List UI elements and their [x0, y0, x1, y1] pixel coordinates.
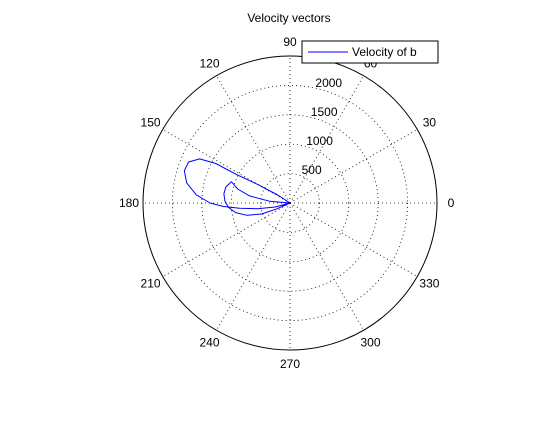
grid-spoke-4 [216, 75, 291, 204]
polar-frame [142, 55, 438, 351]
legend-box [301, 40, 439, 64]
angle-label-7: 210 [141, 277, 161, 291]
legend-label-0: Velocity of b [352, 45, 417, 59]
radius-tick-labels: 500 1000 1500 2000 [302, 76, 343, 177]
outer-circle [142, 55, 438, 351]
chart-title: Velocity vectors [247, 11, 330, 25]
radius-label-3: 2000 [315, 76, 342, 90]
legend: Velocity of b [301, 40, 439, 64]
series-layer [183, 158, 291, 216]
grid-circle-3 [171, 85, 408, 321]
angle-label-3: 90 [283, 35, 297, 49]
grid-spoke-7 [162, 202, 291, 277]
angle-label-11: 330 [419, 277, 439, 291]
radius-label-1: 1000 [306, 134, 333, 148]
grid-circle-1 [230, 143, 350, 263]
angle-label-5: 150 [141, 116, 161, 130]
angle-label-8: 240 [199, 335, 219, 349]
angle-label-0: 0 [448, 196, 455, 210]
grid-spoke-11 [289, 202, 418, 277]
radius-label-2: 1500 [311, 105, 338, 119]
grid-circle-0 [260, 173, 320, 233]
angle-label-9: 270 [280, 357, 300, 371]
radius-label-0: 500 [302, 163, 322, 177]
grid-spoke-10 [289, 202, 364, 331]
angle-label-4: 120 [199, 57, 219, 71]
grid-spoke-2 [289, 75, 364, 204]
grid-spoke-5 [162, 129, 291, 204]
angle-label-1: 30 [423, 116, 437, 130]
angle-label-6: 180 [119, 196, 139, 210]
grid-spoke-1 [289, 129, 418, 204]
series-line-0 [183, 158, 291, 216]
angle-label-10: 300 [360, 335, 380, 349]
grid-spoke-8 [216, 202, 291, 331]
